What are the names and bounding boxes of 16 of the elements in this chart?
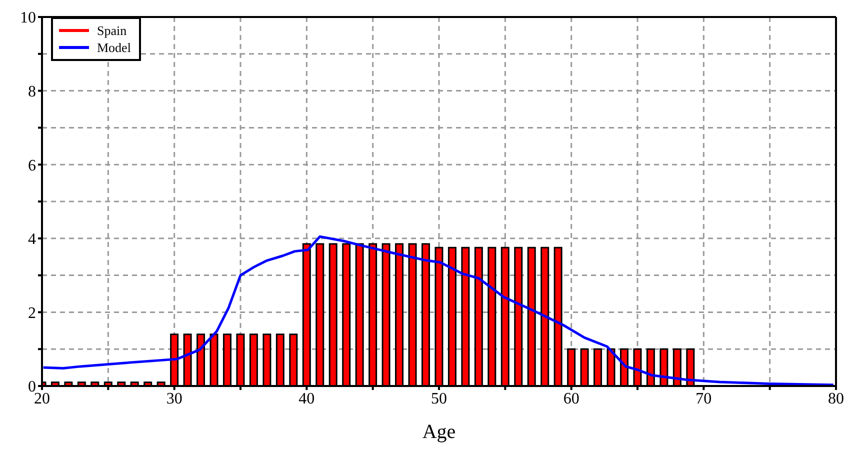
x-tick-label: 70	[696, 390, 712, 408]
x-tick-label: 60	[563, 390, 580, 408]
x-axis-title: Age	[422, 421, 456, 443]
x-tick-label: 30	[166, 390, 182, 408]
x-tick-label: 40	[298, 390, 315, 408]
x-tick-label: 50	[431, 390, 447, 408]
y-tick-label: 2	[28, 304, 36, 322]
y-tick-label: 8	[28, 83, 36, 100]
x-tick-label: 80	[828, 390, 844, 408]
x-tick-label: 20	[34, 390, 50, 408]
y-tick-label: 10	[20, 10, 36, 27]
y-tick-label: 6	[28, 157, 36, 174]
legend-label: Spain	[97, 22, 127, 39]
y-tick-label: 0	[28, 378, 36, 396]
y-tick-label: 4	[28, 231, 36, 248]
legend-label: Model	[97, 39, 131, 56]
